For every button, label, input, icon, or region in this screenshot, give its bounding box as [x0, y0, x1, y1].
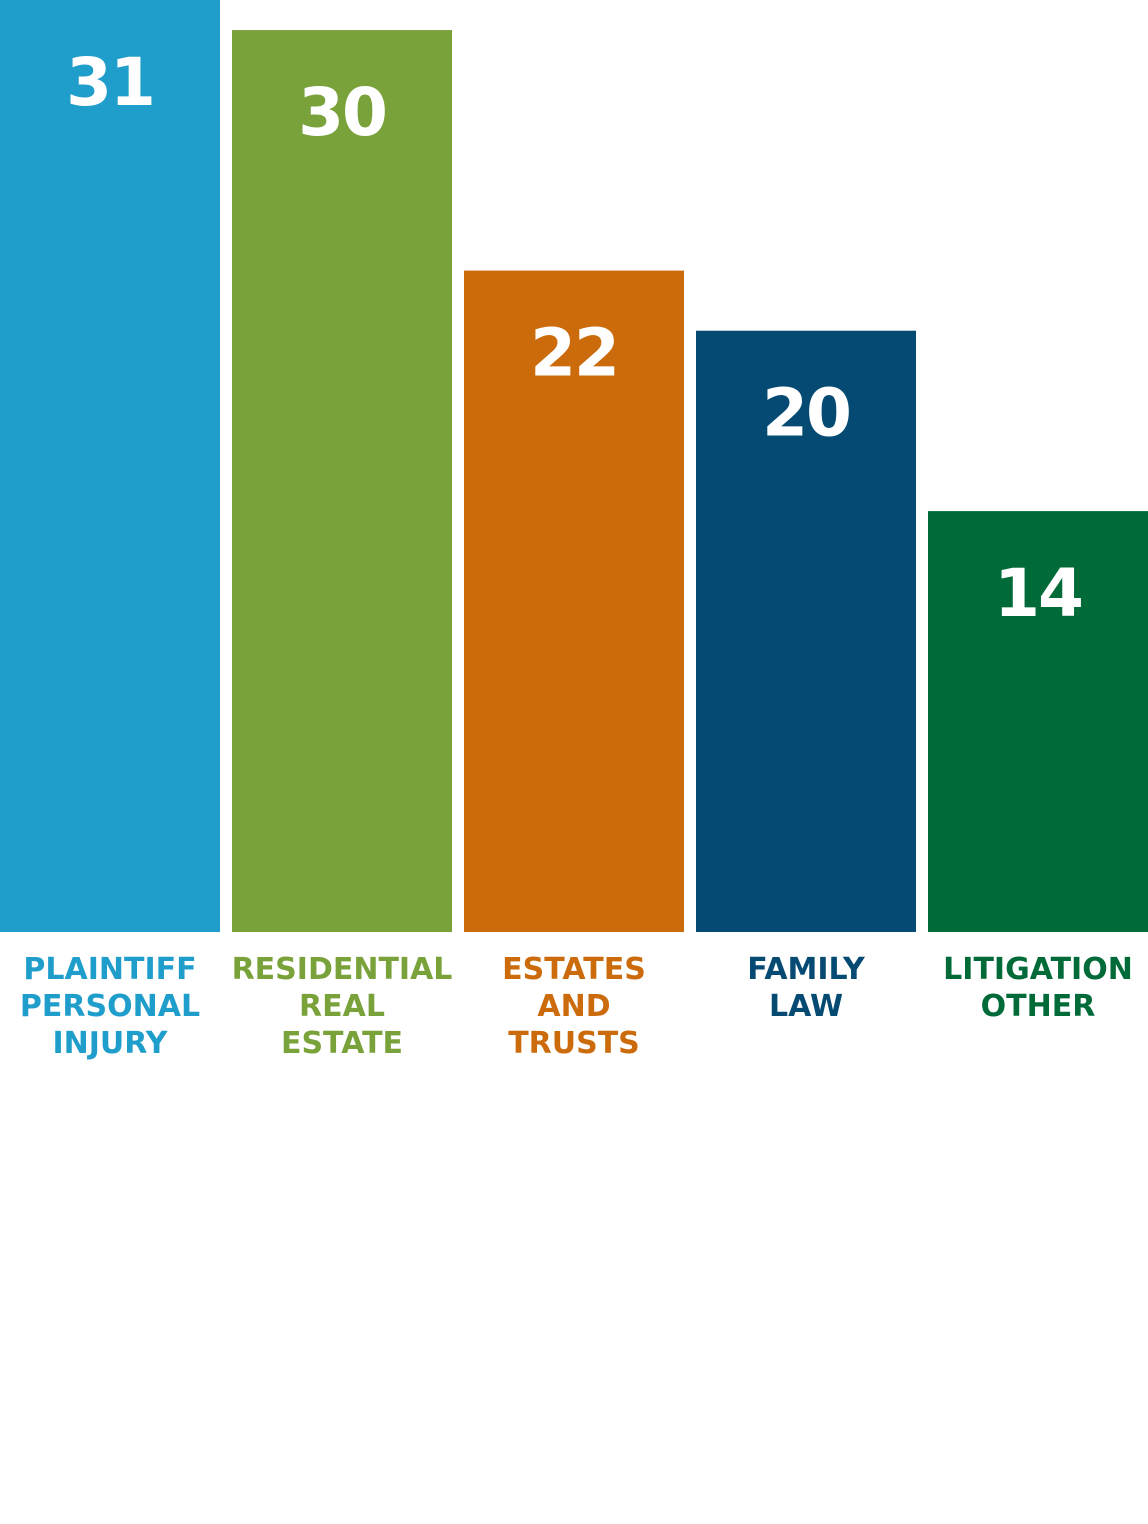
- bar: [232, 30, 452, 933]
- category-label: ESTATE: [281, 1026, 403, 1061]
- bar: [0, 0, 220, 932]
- category-label: PLAINTIFF: [23, 952, 196, 987]
- category-label: ESTATES: [502, 952, 646, 987]
- bar: [928, 511, 1148, 932]
- category-label: REAL: [299, 989, 385, 1024]
- bar-value-label: 22: [530, 315, 618, 392]
- category-label: LAW: [769, 989, 843, 1024]
- category-label: TRUSTS: [508, 1026, 640, 1061]
- bar: [696, 330, 916, 932]
- category-label: RESIDENTIAL: [232, 952, 453, 987]
- category-label: PERSONAL: [20, 989, 200, 1024]
- category-label: AND: [537, 989, 610, 1024]
- bar: [464, 270, 684, 932]
- category-label: LITIGATION: [943, 952, 1133, 987]
- category-label: FAMILY: [747, 952, 866, 987]
- bars-layer: [0, 0, 1148, 933]
- bar-value-label: 31: [66, 44, 154, 121]
- bar-value-label: 20: [762, 375, 850, 452]
- category-label: INJURY: [53, 1026, 169, 1061]
- category-labels-layer: PLAINTIFFPERSONALINJURYRESIDENTIALREALES…: [20, 952, 1133, 1061]
- bar-value-label: 14: [994, 555, 1082, 632]
- bar-value-label: 30: [298, 74, 386, 151]
- value-labels-layer: 31 30 22 20 14: [66, 44, 1084, 632]
- category-label: OTHER: [981, 989, 1096, 1024]
